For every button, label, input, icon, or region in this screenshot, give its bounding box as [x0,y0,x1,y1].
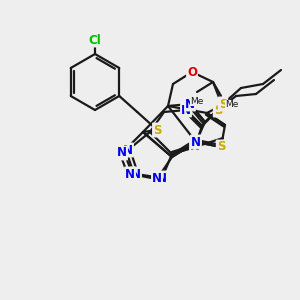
Text: S: S [217,140,225,154]
Text: N: N [123,143,133,157]
Text: N: N [131,167,141,181]
Text: N: N [117,146,127,160]
Text: S: S [153,124,161,136]
Text: N: N [181,103,191,116]
Text: S: S [214,103,222,116]
Text: N: N [152,172,162,185]
Text: N: N [125,167,135,181]
Text: S: S [219,98,227,110]
Text: Me: Me [225,100,238,109]
Text: N: N [191,136,201,148]
Text: N: N [185,98,195,110]
Text: Me: Me [190,97,204,106]
Text: N: N [190,140,200,154]
Text: Cl: Cl [88,34,101,46]
Text: O: O [187,65,197,79]
Text: N: N [157,172,167,184]
